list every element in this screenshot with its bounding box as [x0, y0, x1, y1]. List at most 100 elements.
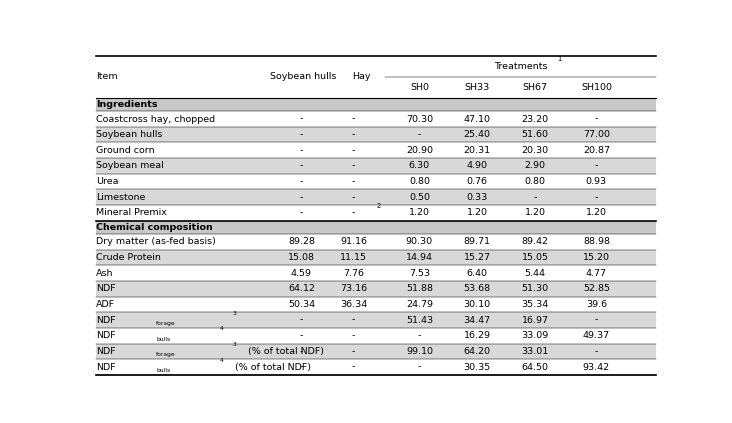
- Text: -: -: [299, 363, 303, 371]
- Text: SH67: SH67: [523, 83, 548, 92]
- Text: 6.30: 6.30: [409, 162, 430, 170]
- Text: 1.20: 1.20: [525, 209, 545, 217]
- Bar: [96, 328, 656, 343]
- Text: -: -: [352, 347, 355, 356]
- Text: -: -: [299, 331, 303, 340]
- Text: 33.09: 33.09: [521, 331, 549, 340]
- Text: NDF: NDF: [96, 284, 116, 293]
- Text: NDF: NDF: [96, 331, 116, 340]
- Bar: [96, 265, 656, 281]
- Text: 47.10: 47.10: [464, 115, 490, 124]
- Text: Limestone: Limestone: [96, 193, 146, 202]
- Text: 20.87: 20.87: [583, 146, 610, 155]
- Text: (% of total NDF): (% of total NDF): [232, 363, 311, 371]
- Text: -: -: [299, 130, 303, 139]
- Text: 0.33: 0.33: [466, 193, 488, 202]
- Text: -: -: [352, 115, 355, 124]
- Text: SH33: SH33: [465, 83, 490, 92]
- Text: 70.30: 70.30: [406, 115, 433, 124]
- Text: 64.12: 64.12: [288, 284, 315, 293]
- Bar: [96, 297, 656, 312]
- Text: 91.16: 91.16: [340, 237, 367, 246]
- Text: 51.30: 51.30: [522, 284, 549, 293]
- Text: 4: 4: [220, 326, 223, 331]
- Text: 30.10: 30.10: [463, 300, 491, 309]
- Text: -: -: [352, 193, 355, 202]
- Text: -: -: [352, 331, 355, 340]
- Text: -: -: [299, 177, 303, 186]
- Bar: [96, 56, 656, 77]
- Text: 16.29: 16.29: [464, 331, 490, 340]
- Text: 51.60: 51.60: [522, 130, 548, 139]
- Text: 64.50: 64.50: [522, 363, 548, 371]
- Text: Soybean meal: Soybean meal: [96, 162, 164, 170]
- Text: -: -: [299, 316, 303, 324]
- Text: 24.79: 24.79: [406, 300, 433, 309]
- Bar: [96, 174, 656, 190]
- Text: -: -: [594, 115, 598, 124]
- Bar: [96, 158, 656, 174]
- Text: 93.42: 93.42: [583, 363, 610, 371]
- Text: 20.30: 20.30: [522, 146, 549, 155]
- Text: bulls: bulls: [156, 368, 171, 373]
- Text: Ingredients: Ingredients: [96, 100, 157, 109]
- Text: -: -: [352, 363, 355, 371]
- Text: -: -: [299, 347, 303, 356]
- Text: 20.90: 20.90: [406, 146, 433, 155]
- Text: 6.40: 6.40: [467, 269, 488, 277]
- Bar: [96, 143, 656, 158]
- Text: -: -: [299, 162, 303, 170]
- Text: 1: 1: [558, 56, 561, 63]
- Text: bulls: bulls: [156, 337, 171, 342]
- Text: 23.20: 23.20: [522, 115, 549, 124]
- Text: 16.97: 16.97: [522, 316, 548, 324]
- Text: 39.6: 39.6: [586, 300, 607, 309]
- Text: Dry matter (as-fed basis): Dry matter (as-fed basis): [96, 237, 216, 246]
- Text: 64.20: 64.20: [464, 347, 490, 356]
- Bar: [96, 250, 656, 265]
- Text: 0.93: 0.93: [586, 177, 607, 186]
- Text: -: -: [594, 316, 598, 324]
- Text: Ground corn: Ground corn: [96, 146, 154, 155]
- Text: 4: 4: [220, 357, 223, 363]
- Text: 51.43: 51.43: [406, 316, 433, 324]
- Text: Crude Protein: Crude Protein: [96, 253, 161, 262]
- Text: 89.42: 89.42: [522, 237, 548, 246]
- Text: -: -: [352, 209, 355, 217]
- Text: 1.20: 1.20: [586, 209, 607, 217]
- Text: Urea: Urea: [96, 177, 119, 186]
- Text: 4.90: 4.90: [467, 162, 488, 170]
- Text: Soybean hulls: Soybean hulls: [96, 130, 163, 139]
- Text: 0.80: 0.80: [525, 177, 545, 186]
- Text: -: -: [534, 193, 537, 202]
- Text: 99.10: 99.10: [406, 347, 433, 356]
- Bar: [96, 127, 656, 143]
- Bar: [96, 312, 656, 328]
- Text: 50.34: 50.34: [288, 300, 315, 309]
- Text: -: -: [352, 177, 355, 186]
- Bar: [96, 77, 656, 98]
- Bar: [96, 111, 656, 127]
- Text: -: -: [352, 316, 355, 324]
- Text: 11.15: 11.15: [340, 253, 367, 262]
- Bar: [96, 221, 656, 234]
- Text: 15.08: 15.08: [288, 253, 315, 262]
- Text: Soybean hulls: Soybean hulls: [270, 72, 337, 81]
- Text: SH0: SH0: [410, 83, 429, 92]
- Text: 3: 3: [232, 342, 236, 347]
- Text: 49.37: 49.37: [583, 331, 610, 340]
- Text: 0.80: 0.80: [409, 177, 430, 186]
- Text: Hay: Hay: [351, 72, 370, 81]
- Text: NDF: NDF: [96, 347, 116, 356]
- Text: 34.47: 34.47: [463, 316, 491, 324]
- Bar: [96, 234, 656, 250]
- Bar: [96, 205, 656, 221]
- Text: 15.20: 15.20: [583, 253, 610, 262]
- Text: 1.20: 1.20: [409, 209, 430, 217]
- Text: -: -: [418, 363, 421, 371]
- Text: 90.30: 90.30: [406, 237, 433, 246]
- Text: SH100: SH100: [581, 83, 612, 92]
- Text: -: -: [594, 347, 598, 356]
- Text: Treatments: Treatments: [494, 62, 548, 71]
- Text: (% of total NDF): (% of total NDF): [245, 347, 324, 356]
